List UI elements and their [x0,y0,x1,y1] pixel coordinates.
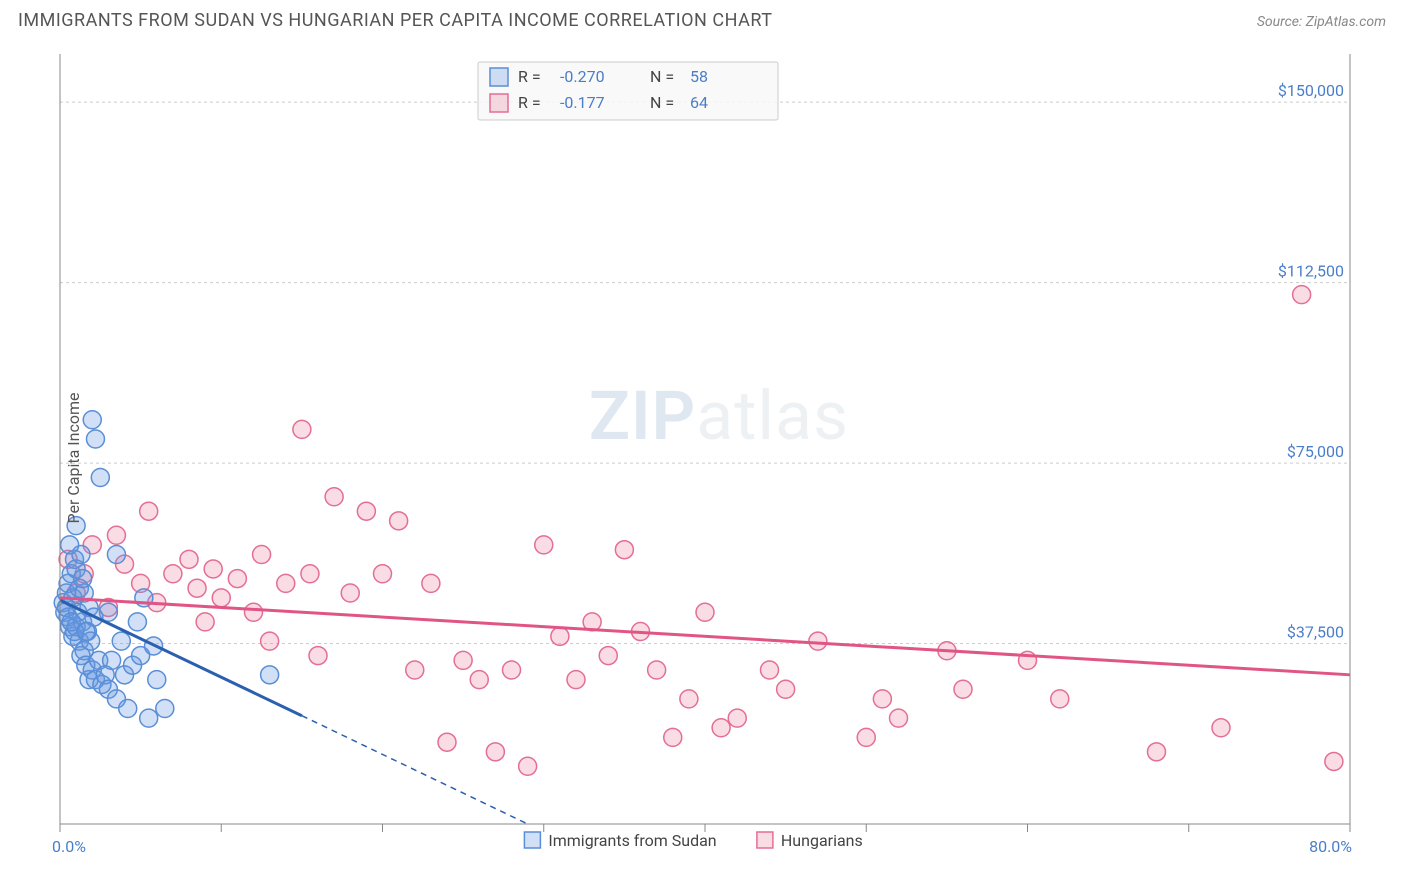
scatter-point [954,680,972,698]
correlation-scatter-chart: $37,500 $75,000 $112,500 $150,000 ZIPatlas 0.… [18,44,1390,872]
scatter-point [293,420,311,438]
y-tick-label: $150,000 [1278,81,1344,100]
stats-n-value: 64 [690,93,708,112]
scatter-point [486,743,504,761]
scatter-point [470,671,488,689]
scatter-point [664,728,682,746]
scatter-point [357,502,375,520]
scatter-point [253,546,271,564]
scatter-point [156,700,174,718]
scatter-point [890,709,908,727]
scatter-point [390,512,408,530]
x-tick-label: 80.0% [1309,837,1352,856]
source-label: Source: [1257,14,1306,30]
watermark: ZIPatlas [589,376,849,456]
scatter-point [680,690,698,708]
source-credit: Source: ZipAtlas.com [1257,11,1386,30]
scatter-point [406,661,424,679]
stats-r-label: R = [518,67,541,86]
scatter-point [77,623,95,641]
trend-line-extrapolated [302,716,528,824]
scatter-point [119,700,137,718]
scatter-point [712,719,730,737]
stats-r-label: R = [518,93,541,112]
scatter-point [196,613,214,631]
source-value: ZipAtlas.com [1306,14,1386,30]
scatter-point [107,546,125,564]
scatter-point [1293,286,1311,304]
scatter-point [1212,719,1230,737]
scatter-point [128,613,146,631]
scatter-point [301,565,319,583]
y-tick-label: $37,500 [1287,623,1344,642]
scatter-point [728,709,746,727]
y-axis-label: Per Capita Income [64,393,83,524]
stats-n-label: N = [650,93,674,112]
scatter-point [61,536,79,554]
scatter-point [164,565,182,583]
stats-legend-swatch [490,94,508,112]
scatter-point [140,709,158,727]
scatter-point [599,647,617,665]
scatter-point [245,603,263,621]
scatter-point [761,661,779,679]
scatter-point [454,651,472,669]
scatter-point [648,661,666,679]
scatter-point [873,690,891,708]
stats-legend-swatch [490,68,508,86]
scatter-point [503,661,521,679]
scatter-point [188,579,206,597]
legend-swatch [524,832,540,848]
scatter-point [438,733,456,751]
scatter-point [341,584,359,602]
scatter-point [74,570,92,588]
scatter-point [180,550,198,568]
scatter-point [112,632,130,650]
scatter-point [204,560,222,578]
legend-label: Hungarians [781,831,863,850]
scatter-point [212,589,230,607]
scatter-point [857,728,875,746]
y-tick-label: $112,500 [1278,262,1344,281]
scatter-point [696,603,714,621]
stats-n-label: N = [650,67,674,86]
scatter-point [615,541,633,559]
scatter-point [309,647,327,665]
scatter-point [777,680,795,698]
scatter-point [103,651,121,669]
scatter-point [277,574,295,592]
scatter-point [374,565,392,583]
scatter-point [228,570,246,588]
scatter-point [325,488,343,506]
x-tick-label: 0.0% [52,837,86,856]
scatter-point [86,430,104,448]
scatter-point [148,671,166,689]
scatter-point [261,632,279,650]
scatter-point [519,757,537,775]
scatter-point [567,671,585,689]
scatter-point [140,502,158,520]
scatter-point [261,666,279,684]
scatter-point [535,536,553,554]
scatter-point [83,411,101,429]
stats-n-value: 58 [690,67,708,86]
scatter-point [1051,690,1069,708]
legend-label: Immigrants from Sudan [548,831,716,850]
stats-r-value: -0.177 [560,93,605,112]
stats-r-value: -0.270 [560,67,605,86]
scatter-point [809,632,827,650]
scatter-point [91,469,109,487]
y-tick-label: $75,000 [1287,442,1344,461]
legend-swatch [757,832,773,848]
scatter-point [107,526,125,544]
scatter-point [1325,752,1343,770]
chart-title: IMMIGRANTS FROM SUDAN VS HUNGARIAN PER C… [18,10,772,31]
scatter-point [1148,743,1166,761]
scatter-point [422,574,440,592]
scatter-point [551,627,569,645]
